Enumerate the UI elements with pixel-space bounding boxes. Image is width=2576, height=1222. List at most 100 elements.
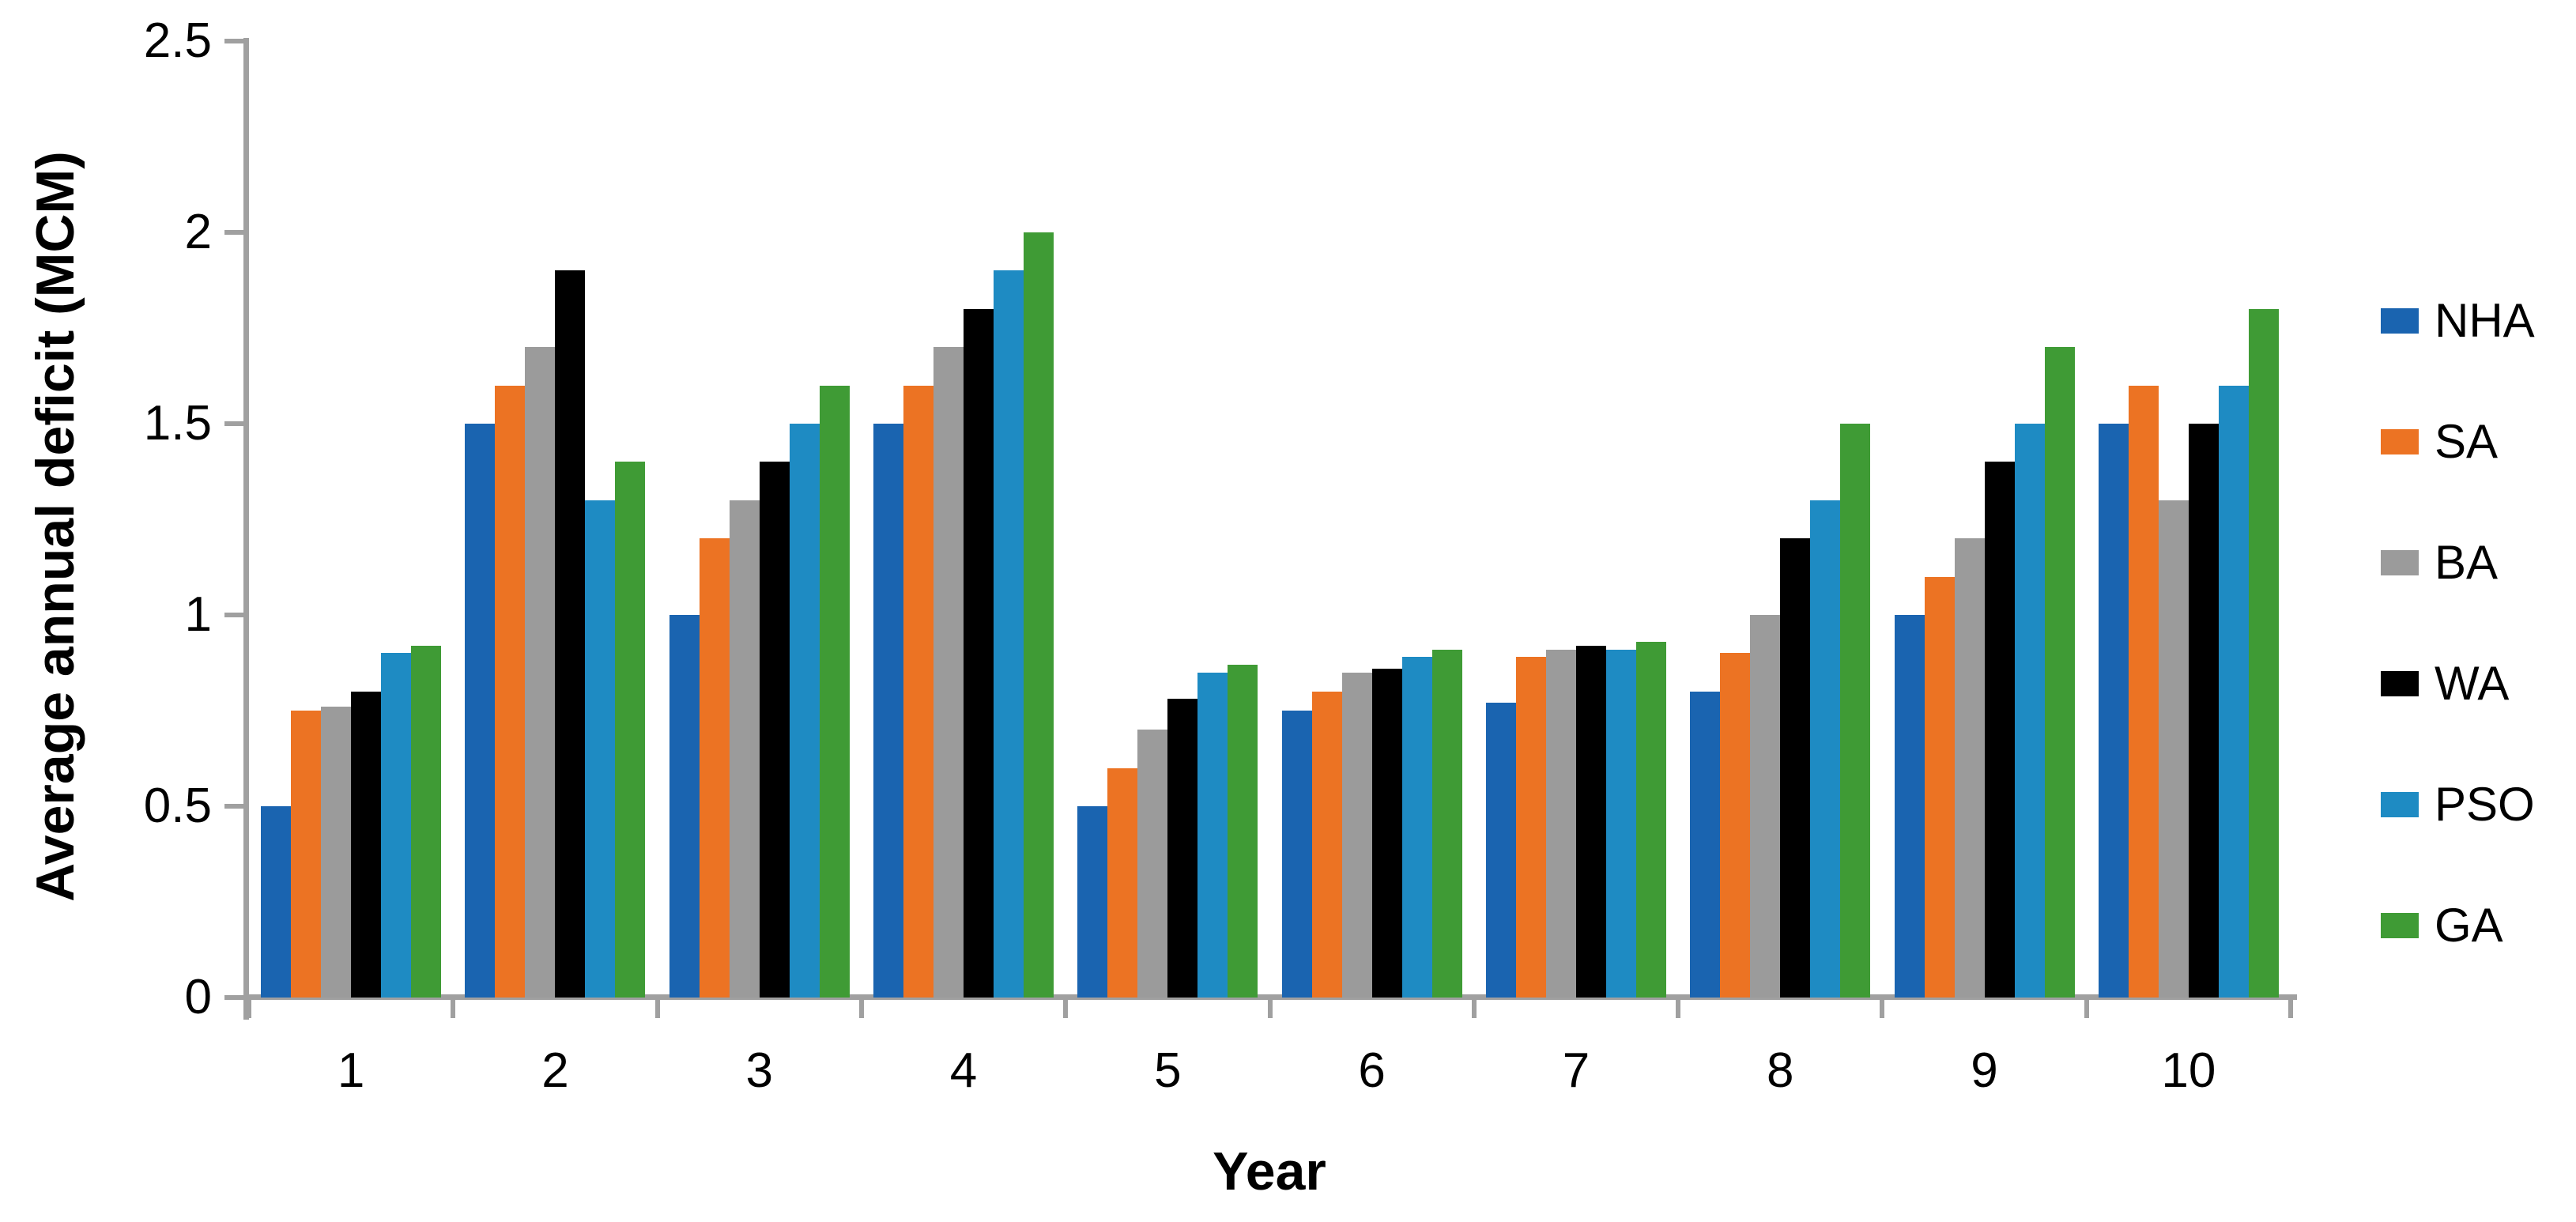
legend-label-PSO: PSO (2435, 778, 2535, 831)
y-axis-tick (224, 230, 245, 235)
y-tick-label: 0 (184, 970, 212, 1024)
legend-label-GA: GA (2435, 899, 2503, 952)
bar-NHA-year-10 (2099, 424, 2129, 998)
bar-GA-year-5 (1228, 665, 1258, 998)
x-axis-tick (1267, 998, 1273, 1018)
legend-swatch-BA (2381, 550, 2419, 575)
bar-WA-year-9 (1985, 462, 2015, 998)
x-tick-label: 3 (745, 1043, 773, 1098)
y-tick-label: 2 (184, 205, 212, 259)
bar-PSO-year-5 (1197, 673, 1228, 998)
x-axis-line (243, 994, 2297, 1000)
bar-SA-year-8 (1720, 653, 1750, 998)
bar-GA-year-6 (1432, 650, 1462, 998)
bar-BA-year-2 (525, 347, 555, 998)
x-tick-label: 4 (949, 1043, 978, 1098)
bar-WA-year-4 (964, 309, 994, 998)
x-axis-tick (858, 998, 864, 1018)
bar-WA-year-3 (760, 462, 790, 998)
bar-BA-year-3 (730, 500, 760, 998)
x-axis-tick (1880, 998, 1885, 1018)
bar-SA-year-2 (495, 386, 525, 998)
bar-PSO-year-3 (790, 424, 820, 998)
bar-PSO-year-6 (1402, 657, 1432, 998)
bar-NHA-year-2 (465, 424, 495, 998)
y-tick-label: 1 (184, 587, 212, 642)
bar-GA-year-9 (2045, 347, 2075, 998)
bar-SA-year-6 (1312, 692, 1342, 998)
legend-item-SA: SA (2381, 418, 2535, 466)
legend-swatch-GA (2381, 913, 2419, 938)
bar-NHA-year-6 (1282, 711, 1312, 998)
bar-WA-year-6 (1372, 669, 1402, 998)
bar-GA-year-10 (2249, 309, 2279, 998)
legend-swatch-SA (2381, 429, 2419, 454)
bar-GA-year-4 (1024, 232, 1054, 998)
bar-SA-year-4 (903, 386, 933, 998)
bar-PSO-year-9 (2015, 424, 2045, 998)
y-axis-line (243, 38, 249, 1020)
bar-WA-year-7 (1576, 646, 1606, 998)
bar-PSO-year-10 (2219, 386, 2249, 998)
legend-item-NHA: NHA (2381, 297, 2535, 345)
legend-label-BA: BA (2435, 536, 2499, 589)
x-tick-label: 6 (1358, 1043, 1386, 1098)
x-tick-label: 8 (1767, 1043, 1794, 1098)
bar-NHA-year-8 (1690, 692, 1720, 998)
bar-PSO-year-4 (994, 270, 1024, 998)
bar-WA-year-8 (1780, 538, 1810, 998)
bar-BA-year-10 (2159, 500, 2189, 998)
bar-PSO-year-1 (381, 653, 411, 998)
legend-label-NHA: NHA (2435, 294, 2535, 347)
bar-BA-year-8 (1750, 615, 1780, 998)
legend-swatch-NHA (2381, 308, 2419, 334)
x-axis-tick (451, 998, 456, 1018)
x-axis-tick (1676, 998, 1681, 1018)
bar-BA-year-9 (1955, 538, 1985, 998)
bar-BA-year-1 (321, 707, 351, 998)
legend-label-SA: SA (2435, 415, 2499, 468)
x-tick-label: 5 (1154, 1043, 1182, 1098)
bar-NHA-year-1 (261, 806, 291, 998)
bar-GA-year-7 (1636, 642, 1666, 998)
x-tick-label: 2 (541, 1043, 569, 1098)
y-tick-label: 2.5 (143, 13, 212, 68)
x-tick-label: 9 (1971, 1043, 1998, 1098)
bar-WA-year-1 (351, 692, 381, 998)
bar-GA-year-2 (615, 462, 645, 998)
bar-BA-year-7 (1546, 650, 1576, 998)
bar-PSO-year-8 (1810, 500, 1840, 998)
legend: NHA SA BA WA PSO GA (2381, 297, 2535, 949)
y-axis-tick (224, 613, 245, 617)
bar-GA-year-8 (1840, 424, 1870, 998)
legend-item-GA: GA (2381, 902, 2535, 949)
bar-WA-year-5 (1167, 699, 1197, 998)
legend-item-PSO: PSO (2381, 781, 2535, 828)
x-axis-tick (247, 998, 251, 1018)
x-tick-label: 7 (1562, 1043, 1590, 1098)
legend-label-WA: WA (2435, 657, 2510, 710)
x-axis-tick (1063, 998, 1069, 1018)
bar-PSO-year-2 (585, 500, 615, 998)
bar-NHA-year-4 (873, 424, 903, 998)
bar-NHA-year-7 (1486, 703, 1516, 998)
legend-item-BA: BA (2381, 539, 2535, 586)
y-axis-tick (224, 39, 245, 43)
y-tick-label: 0.5 (143, 779, 212, 833)
bar-NHA-year-5 (1077, 806, 1107, 998)
bar-GA-year-1 (411, 646, 441, 998)
bar-SA-year-1 (291, 711, 321, 998)
x-axis-title: Year (1213, 1141, 1326, 1201)
legend-swatch-PSO (2381, 792, 2419, 817)
y-tick-label: 1.5 (143, 396, 212, 451)
x-axis-tick (2288, 998, 2293, 1018)
bar-BA-year-5 (1137, 730, 1167, 998)
y-axis-tick (224, 421, 245, 426)
x-axis-tick (2084, 998, 2089, 1018)
y-axis-tick (224, 995, 245, 1000)
bar-BA-year-6 (1342, 673, 1372, 998)
bar-SA-year-5 (1107, 768, 1137, 998)
bar-PSO-year-7 (1606, 650, 1636, 998)
bar-SA-year-10 (2129, 386, 2159, 998)
